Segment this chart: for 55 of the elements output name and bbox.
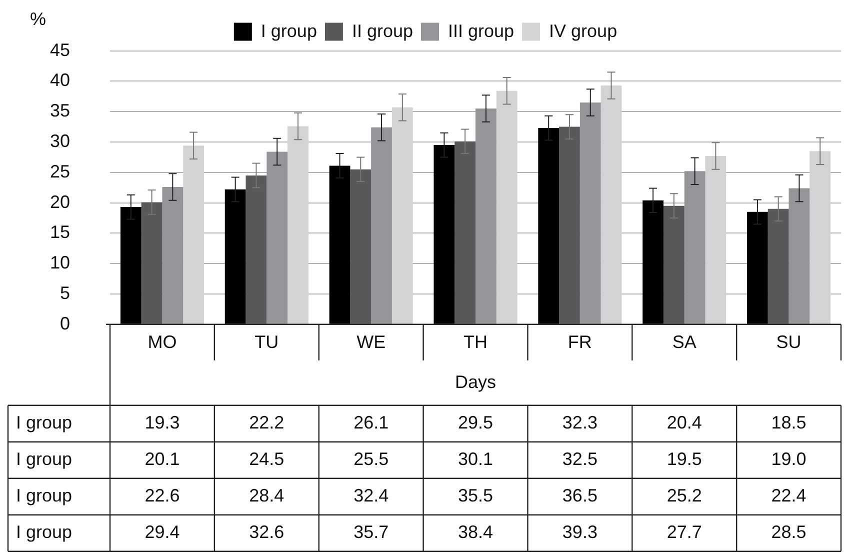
data-label: 20.1: [144, 449, 180, 470]
data-label: 35.7: [354, 522, 389, 542]
y-tick-label: 5: [60, 282, 70, 303]
data-label: 38.4: [458, 522, 494, 542]
data-label: 28.5: [771, 522, 806, 542]
y-tick-label: 25: [50, 161, 70, 182]
data-label: 30.1: [458, 449, 494, 470]
text: I group: [16, 522, 72, 542]
text: I group: [16, 486, 72, 506]
x-tick-label: TU: [254, 332, 279, 352]
x-tick-label: TH: [464, 332, 488, 352]
data-label: 22.4: [771, 486, 806, 506]
data-label: 25.2: [666, 486, 702, 506]
y-axis-title: %: [30, 8, 46, 29]
data-label: 18.5: [771, 412, 806, 433]
data-label: 29.4: [144, 522, 180, 542]
y-tick-label: 15: [50, 222, 70, 242]
data-label: 32.3: [562, 412, 598, 433]
y-tick-label: 10: [50, 252, 70, 273]
data-label: 28.4: [249, 486, 284, 506]
data-label: 20.4: [666, 412, 702, 433]
x-tick-label: SU: [776, 332, 802, 352]
text: I group: [16, 412, 72, 433]
data-label: 32.5: [562, 449, 598, 470]
data-label: 32.6: [249, 522, 284, 542]
data-label: 19.0: [771, 449, 806, 470]
data-label: 24.5: [249, 449, 284, 470]
y-tick-label: 30: [50, 130, 70, 151]
x-tick-label: SA: [672, 332, 696, 352]
data-label: 25.5: [354, 449, 389, 470]
data-label: 27.7: [666, 522, 702, 542]
data-label: 22.6: [144, 486, 180, 506]
x-tick-label: FR: [568, 332, 592, 352]
y-tick-label: 35: [50, 100, 70, 121]
y-tick-label: 20: [50, 192, 70, 212]
data-label: 39.3: [562, 522, 598, 542]
text: I group: [16, 449, 72, 470]
legend-label: IV group: [549, 20, 618, 41]
x-tick-label: WE: [356, 332, 386, 352]
data-label: 26.1: [354, 412, 389, 433]
legend-label: III group: [448, 20, 514, 41]
y-tick-label: 45: [50, 40, 70, 60]
legend-label: I group: [260, 20, 317, 41]
data-label: 29.5: [458, 412, 494, 433]
y-tick-label: 0: [60, 313, 70, 334]
data-label: 22.2: [249, 412, 284, 433]
data-label: 32.4: [354, 486, 389, 506]
data-label: 35.5: [458, 486, 494, 506]
legend-label: II group: [352, 20, 414, 41]
data-label: 19.3: [144, 412, 180, 433]
data-label: 36.5: [562, 486, 598, 506]
y-tick-label: 40: [50, 70, 70, 90]
data-label: 19.5: [666, 449, 702, 470]
x-axis-title: Days: [455, 372, 496, 392]
x-tick-label: MO: [148, 332, 177, 352]
